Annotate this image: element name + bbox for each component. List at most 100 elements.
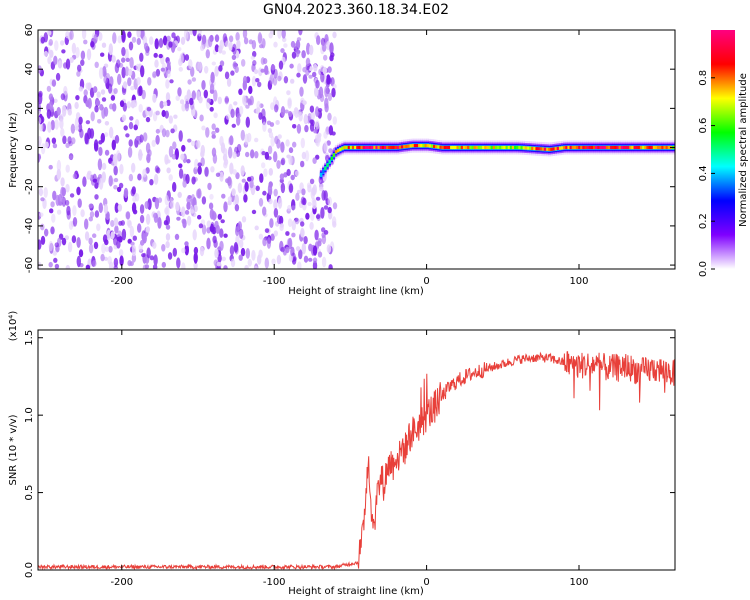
spectrogram-noise-cell xyxy=(272,76,278,86)
spectrogram-noise-cell xyxy=(119,100,125,108)
spectrogram-ridge-core xyxy=(407,144,410,148)
spectrogram-ridge-core xyxy=(588,145,592,150)
spectrogram-noise-cell xyxy=(108,175,113,187)
spectrogram-noise-cell xyxy=(238,254,243,261)
spectrogram-noise-cell xyxy=(300,221,305,227)
spectrogram-ridge-core xyxy=(360,145,363,150)
spectrogram-noise-cell xyxy=(239,228,244,239)
spectrogram-noise-cell xyxy=(290,174,295,181)
spectrogram-noise-cell xyxy=(154,38,159,50)
spectrogram-noise-cell xyxy=(234,65,239,73)
spectrogram-noise-cell xyxy=(266,237,272,249)
spectrogram-noise-cell xyxy=(298,30,303,36)
spectrogram-noise-cell xyxy=(312,199,317,210)
spectrogram-noise-cell xyxy=(178,130,183,142)
spectrogram-noise-cell xyxy=(309,105,315,113)
spectrogram-noise-cell xyxy=(114,134,120,144)
spectrogram-noise-cell xyxy=(40,143,46,155)
spectrogram-noise-cell xyxy=(140,65,145,78)
spectrogram-ridge-core xyxy=(388,145,391,150)
spectrogram-noise-cell xyxy=(181,103,186,112)
spectrogram-noise-cell xyxy=(132,235,137,241)
spectrogram-noise-cell xyxy=(268,131,274,139)
spectrogram-ridge-core xyxy=(518,146,521,150)
spectrogram-noise-cell xyxy=(324,97,329,109)
spectrogram-noise-cell xyxy=(295,246,301,252)
spectrogram-y-tick-label: 0 xyxy=(24,144,35,150)
spectrogram-noise-cell xyxy=(280,48,285,54)
spectrogram-noise-cell xyxy=(118,249,124,257)
spectrogram-noise-cell xyxy=(138,103,143,113)
spectrogram-noise-cell xyxy=(241,59,246,67)
spectrogram-noise-cell xyxy=(60,177,65,187)
spectrogram-noise-cell xyxy=(262,237,267,247)
spectrogram-ridge-core xyxy=(484,145,487,150)
spectrogram-noise-cell xyxy=(219,240,224,251)
spectrogram-ridge-core xyxy=(403,145,406,149)
spectrogram-noise-cell xyxy=(215,224,220,234)
spectrogram-ridge-core xyxy=(657,145,660,150)
spectrogram-ridge-core xyxy=(441,145,444,150)
spectrogram-ridge-core xyxy=(497,145,500,150)
spectrogram-noise-cell xyxy=(56,106,61,116)
spectrogram-noise-cell xyxy=(276,254,282,265)
spectrogram-noise-cell xyxy=(84,132,89,145)
spectrogram-noise-cell xyxy=(303,255,309,263)
spectrogram-ridge-core xyxy=(607,145,611,150)
spectrogram-ridge-core xyxy=(488,145,491,150)
spectrogram-noise-cell xyxy=(60,127,65,137)
spectrogram-noise-cell xyxy=(94,194,99,200)
spectrogram-noise-cell xyxy=(276,138,281,149)
spectrogram-noise-cell xyxy=(161,128,167,138)
spectrogram-noise-cell xyxy=(168,145,174,158)
snr-x-tick-label: 0 xyxy=(423,577,429,588)
spectrogram-noise-cell xyxy=(145,213,151,225)
spectrogram-noise-cell xyxy=(294,170,300,176)
spectrogram-noise-cell xyxy=(315,79,320,89)
spectrogram-noise-cell xyxy=(273,188,278,197)
spectrogram-noise-cell xyxy=(262,206,267,216)
spectrogram-noise-cell xyxy=(143,132,148,142)
spectrogram-ridge-core xyxy=(373,145,376,150)
spectrogram-noise-cell xyxy=(197,165,202,175)
spectrogram-noise-cell xyxy=(236,115,241,126)
spectrogram-noise-cell xyxy=(72,173,78,179)
spectrogram-noise-cell xyxy=(327,112,332,121)
spectrogram-noise-cell xyxy=(109,126,114,139)
spectrogram-noise-cell xyxy=(197,61,203,71)
spectrogram-ridge-core xyxy=(652,145,656,150)
spectrogram-ridge-core xyxy=(620,145,624,150)
spectrogram-noise-cell xyxy=(317,108,323,113)
spectrogram-noise-cell xyxy=(47,56,52,65)
spectrogram-ridge-core xyxy=(396,145,400,150)
spectrogram-noise-cell xyxy=(65,264,70,269)
spectrogram-y-tick-label: 20 xyxy=(24,102,35,115)
spectrogram-x-label: Height of straight line (km) xyxy=(288,286,424,297)
spectrogram-noise-cell xyxy=(61,105,67,117)
spectrogram-noise-cell xyxy=(301,188,306,196)
spectrogram-ridge-core xyxy=(665,145,668,150)
spectrogram-noise-cell xyxy=(76,237,81,248)
spectrogram-noise-cell xyxy=(93,86,98,93)
spectrogram-noise-cell xyxy=(119,255,124,266)
spectrogram-noise-cell xyxy=(158,53,163,59)
spectrogram-ridge-core xyxy=(567,145,570,150)
spectrogram-noise-cell xyxy=(192,229,197,241)
spectrogram-noise-cell xyxy=(53,257,58,263)
spectrogram-noise-cell xyxy=(227,177,233,189)
spectrogram-y-tick-label: -40 xyxy=(24,218,35,234)
spectrogram-noise-cell xyxy=(235,172,240,180)
spectrogram-noise-cell xyxy=(225,40,230,47)
spectrogram-noise-cell xyxy=(85,82,90,90)
spectrogram-noise-cell xyxy=(142,264,148,269)
spectrogram-noise-cell xyxy=(317,251,323,258)
spectrogram-noise-cell xyxy=(74,101,79,110)
spectrogram-noise-cell xyxy=(220,219,225,224)
snr-x-tick-label: -200 xyxy=(110,577,133,588)
spectrogram-noise-cell xyxy=(78,86,84,92)
spectrogram-noise-cell xyxy=(230,70,235,76)
spectrogram-noise-cell xyxy=(254,151,259,159)
spectrogram-ridge-core xyxy=(394,145,397,150)
spectrogram-ridge-core xyxy=(341,146,344,150)
spectrogram-x-tick-label: -100 xyxy=(263,276,286,287)
